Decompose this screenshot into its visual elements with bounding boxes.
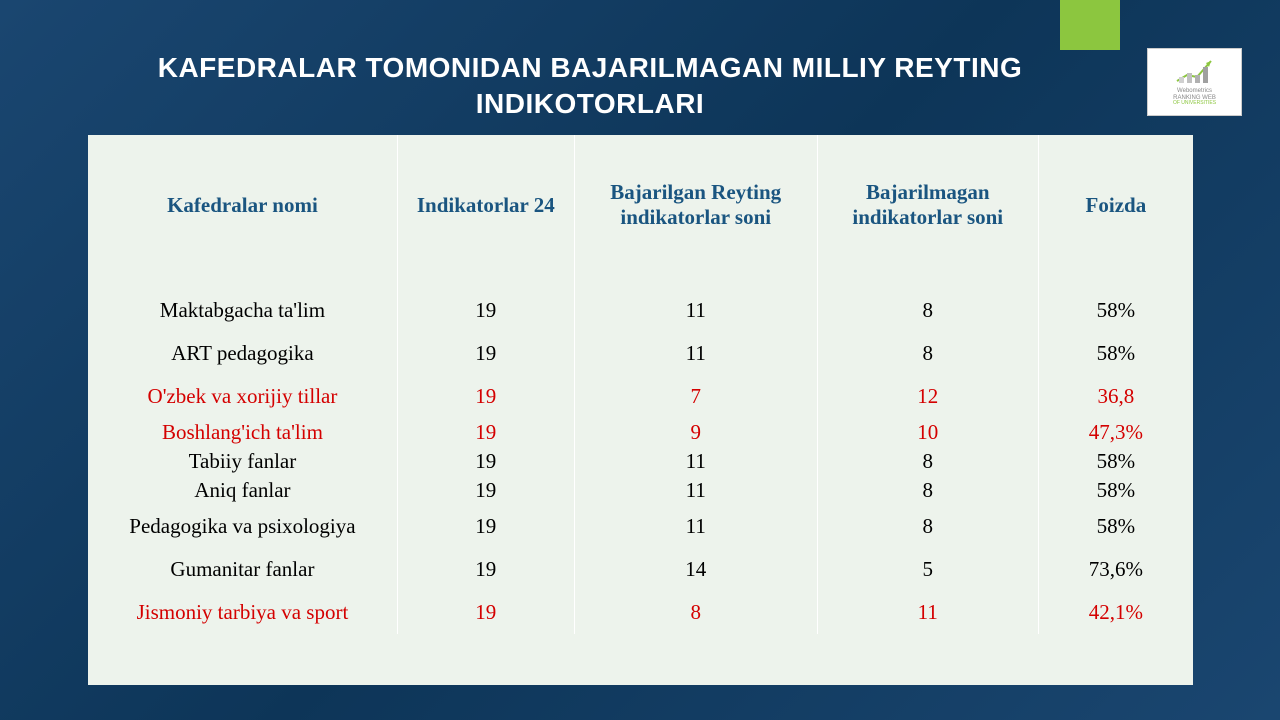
cell-done: 11 [574, 447, 817, 476]
cell-ind: 19 [397, 447, 574, 476]
cell-undone: 5 [817, 548, 1038, 591]
cell-ind: 19 [397, 548, 574, 591]
cell-ind: 19 [397, 332, 574, 375]
table-row: Aniq fanlar1911858% [88, 476, 1193, 505]
cell-name: ART pedagogika [88, 332, 397, 375]
cell-undone: 11 [817, 591, 1038, 634]
data-table-container: Kafedralar nomi Indikatorlar 24 Bajarilg… [88, 135, 1193, 685]
cell-pct: 58% [1038, 332, 1193, 375]
cell-done: 14 [574, 548, 817, 591]
cell-name: Maktabgacha ta'lim [88, 289, 397, 332]
cell-undone: 8 [817, 476, 1038, 505]
cell-pct: 58% [1038, 447, 1193, 476]
cell-undone: 8 [817, 505, 1038, 548]
cell-ind: 19 [397, 476, 574, 505]
cell-done: 11 [574, 476, 817, 505]
cell-name: Tabiiy fanlar [88, 447, 397, 476]
cell-pct: 58% [1038, 505, 1193, 548]
cell-name: Pedagogika va psixologiya [88, 505, 397, 548]
cell-name: Boshlang'ich ta'lim [88, 418, 397, 447]
table-row: Boshlang'ich ta'lim1991047,3% [88, 418, 1193, 447]
accent-decoration [1060, 0, 1120, 50]
cell-done: 11 [574, 332, 817, 375]
cell-name: Jismoniy tarbiya va sport [88, 591, 397, 634]
cell-ind: 19 [397, 591, 574, 634]
table-row: Pedagogika va psixologiya1911858% [88, 505, 1193, 548]
cell-undone: 8 [817, 332, 1038, 375]
cell-pct: 36,8 [1038, 375, 1193, 418]
table-row: Tabiiy fanlar1911858% [88, 447, 1193, 476]
logo-badge: Webometrics RANKING WEB OF UNIVERSITIES [1147, 48, 1242, 116]
cell-name: Aniq fanlar [88, 476, 397, 505]
cell-pct: 42,1% [1038, 591, 1193, 634]
cell-pct: 47,3% [1038, 418, 1193, 447]
table-row: ART pedagogika1911858% [88, 332, 1193, 375]
cell-undone: 12 [817, 375, 1038, 418]
table-row: Jismoniy tarbiya va sport1981142,1% [88, 591, 1193, 634]
data-table: Kafedralar nomi Indikatorlar 24 Bajarilg… [88, 135, 1193, 634]
col-header-indicators: Indikatorlar 24 [397, 135, 574, 265]
cell-done: 9 [574, 418, 817, 447]
col-header-undone: Bajarilmagan indikatorlar soni [817, 135, 1038, 265]
cell-name: Gumanitar fanlar [88, 548, 397, 591]
cell-ind: 19 [397, 505, 574, 548]
cell-undone: 10 [817, 418, 1038, 447]
cell-done: 11 [574, 289, 817, 332]
cell-ind: 19 [397, 289, 574, 332]
spacer-row [88, 265, 1193, 289]
cell-done: 11 [574, 505, 817, 548]
col-header-percent: Foizda [1038, 135, 1193, 265]
cell-done: 8 [574, 591, 817, 634]
table-row: Maktabgacha ta'lim1911858% [88, 289, 1193, 332]
table-row: Gumanitar fanlar1914573,6% [88, 548, 1193, 591]
logo-text: Webometrics RANKING WEB OF UNIVERSITIES [1173, 88, 1216, 107]
cell-undone: 8 [817, 447, 1038, 476]
table-header-row: Kafedralar nomi Indikatorlar 24 Bajarilg… [88, 135, 1193, 265]
col-header-done: Bajarilgan Reyting indikatorlar soni [574, 135, 817, 265]
logo-chart-icon [1175, 57, 1215, 85]
table-row: О'zbek va xorijiy tillar1971236,8 [88, 375, 1193, 418]
cell-pct: 58% [1038, 289, 1193, 332]
cell-name: О'zbek va xorijiy tillar [88, 375, 397, 418]
cell-ind: 19 [397, 375, 574, 418]
cell-undone: 8 [817, 289, 1038, 332]
cell-pct: 58% [1038, 476, 1193, 505]
cell-done: 7 [574, 375, 817, 418]
cell-ind: 19 [397, 418, 574, 447]
cell-pct: 73,6% [1038, 548, 1193, 591]
col-header-name: Kafedralar nomi [88, 135, 397, 265]
